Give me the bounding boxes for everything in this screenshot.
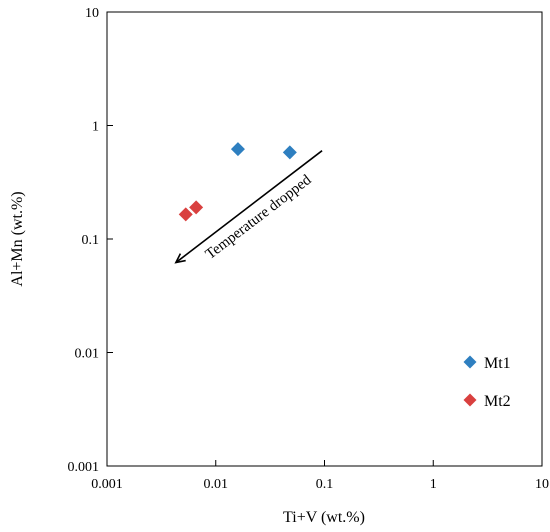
y-tick-label: 0.001: [68, 460, 100, 475]
x-tick-label: 1: [430, 477, 437, 492]
y-tick-label: 10: [85, 6, 99, 21]
plot-frame: [106, 11, 543, 467]
annotation-arrow-shaft: [175, 150, 323, 264]
y-tick-label: 1: [92, 120, 99, 135]
x-axis-ticks: 0.001 0.01 0.1 1 10: [91, 460, 549, 492]
y-axis-ticks: 0.001 0.01 0.1 1 10: [68, 6, 113, 475]
annotation-arrow-head: [174, 253, 186, 264]
data-point-mt2: [178, 207, 193, 222]
x-tick-label: 0.1: [316, 477, 334, 492]
legend-marker-mt1: [463, 355, 477, 369]
legend-label-mt2: Mt2: [484, 393, 511, 410]
x-tick-label: 10: [535, 477, 549, 492]
y-axis-title: Al+Mn (wt.%): [9, 191, 26, 286]
x-axis-title: Ti+V (wt.%): [283, 509, 365, 526]
data-points: [178, 142, 297, 222]
legend: Mt1 Mt2: [463, 355, 511, 410]
y-tick-label: 0.1: [82, 233, 100, 248]
x-tick-label: 0.01: [204, 477, 229, 492]
x-tick-label: 0.001: [91, 477, 123, 492]
data-point-mt1: [282, 145, 297, 160]
y-tick-label: 0.01: [75, 347, 100, 362]
legend-label-mt1: Mt1: [484, 355, 511, 372]
data-point-mt2: [189, 200, 204, 215]
annotation-label: Temperature dropped: [203, 172, 315, 263]
legend-marker-mt2: [463, 393, 477, 407]
data-point-mt1: [230, 142, 245, 157]
